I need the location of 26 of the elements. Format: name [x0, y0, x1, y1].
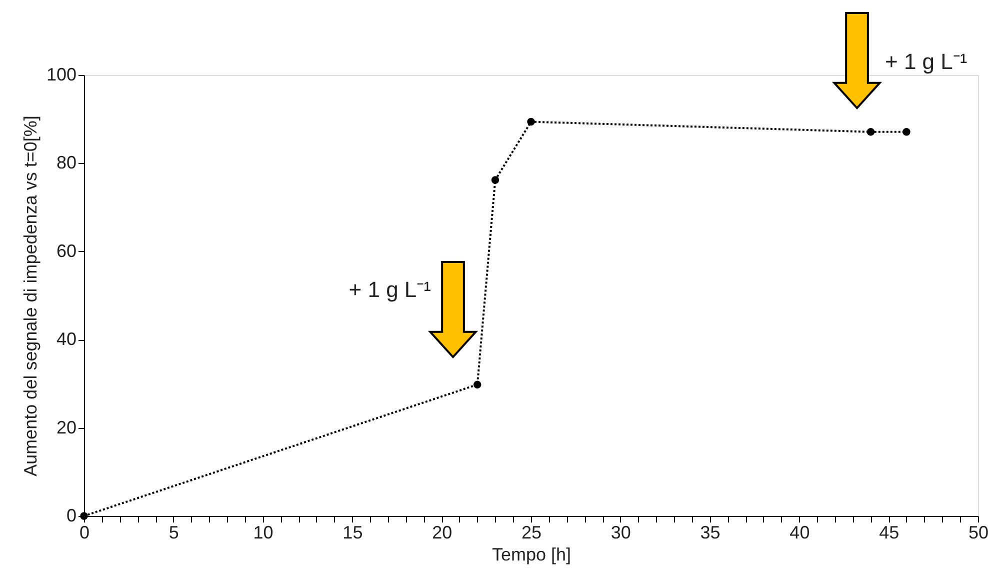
- x-tick-label: 15: [342, 522, 363, 542]
- y-tick-label: 20: [56, 417, 76, 438]
- point: [866, 128, 875, 136]
- point: [527, 118, 535, 126]
- point: [902, 128, 910, 136]
- point: [473, 380, 482, 388]
- y-tick-label: 40: [56, 329, 76, 350]
- y-tick-label: 0: [66, 506, 76, 526]
- x-tick-label: 20: [432, 522, 452, 542]
- point: [491, 176, 500, 184]
- x-tick-label: 35: [700, 522, 720, 542]
- annotation: + 1 g L⁻¹: [348, 277, 431, 302]
- x-tick-label: 5: [168, 522, 179, 542]
- x-tick-label: 0: [79, 522, 90, 542]
- x-tick-label: 10: [253, 522, 274, 542]
- x-axis-title: Tempo [h]: [492, 544, 572, 564]
- y-tick-label: 80: [56, 152, 76, 173]
- x-tick-label: 45: [879, 522, 900, 542]
- y-tick-label: 100: [46, 64, 76, 84]
- y-tick-label: 60: [56, 240, 76, 261]
- x-tick-label: 30: [610, 522, 631, 542]
- x-tick-label: 25: [521, 522, 542, 542]
- y-axis-title: Aumento del segnale di impedenza vs t=0[%]: [20, 116, 40, 476]
- text: + 1 g L⁻¹: [885, 49, 968, 74]
- x-tick-label: 40: [790, 522, 810, 542]
- x-tick-label: 50: [968, 522, 989, 542]
